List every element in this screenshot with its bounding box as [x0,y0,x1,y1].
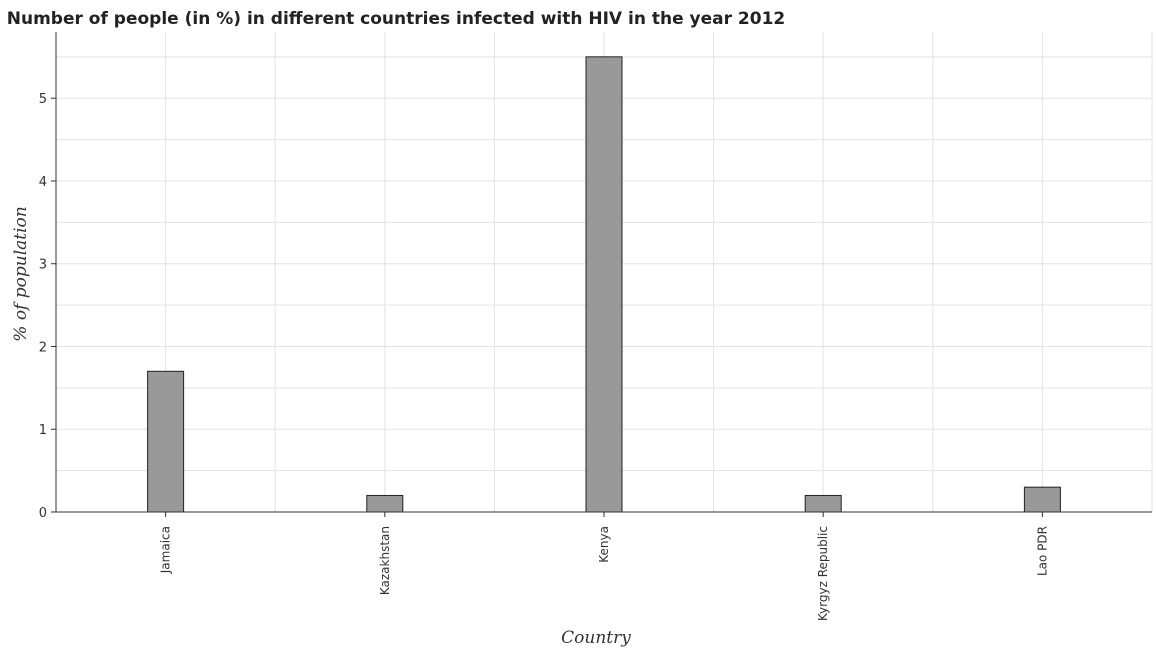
bar-kenya [585,56,623,513]
chart-title: Number of people (in %) in different cou… [7,9,785,29]
y-tick-label: 3 [39,258,47,273]
bar-kazakhstan [366,494,404,513]
y-tick-label: 4 [39,175,47,190]
x-tick-label: Kenya [597,526,611,563]
bars [147,56,1061,513]
y-tick-label: 2 [39,340,47,355]
y-axis-label: % of population [11,206,31,341]
x-tick-label: Kazakhstan [378,526,392,595]
y-tick-label: 5 [39,92,47,107]
x-ticks: Jamaica Kazakhstan Kenya Kyrgyz Republic Lao… [159,512,1049,621]
bar-kyrgyz-republic [804,494,842,513]
x-tick-label: Kyrgyz Republic [816,526,830,621]
x-axis-label: Country [561,628,631,648]
x-tick-label: Lao PDR [1035,526,1049,576]
y-ticks: 0 1 2 3 4 5 [39,92,56,521]
bar-lao-pdr [1023,486,1061,513]
y-tick-label: 0 [39,506,47,521]
y-tick-label: 1 [39,423,47,438]
bar-jamaica [147,370,185,513]
x-tick-label: Jamaica [159,526,173,574]
